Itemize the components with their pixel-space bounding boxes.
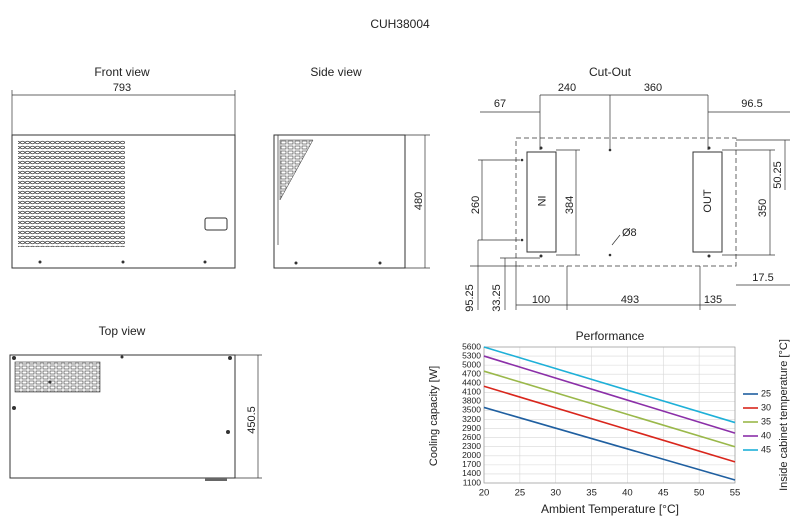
dimension: 96.5 — [741, 98, 762, 110]
y-tick-label: 4400 — [462, 378, 481, 388]
dimension: 240 — [558, 82, 576, 94]
top-view — [9, 354, 262, 481]
legend-label: 40 — [761, 430, 771, 440]
x-tick-label: 35 — [586, 488, 597, 499]
dimension: 67 — [494, 98, 506, 110]
series-line — [483, 370, 736, 448]
dimension: 384 — [564, 196, 576, 214]
series-line — [483, 385, 736, 463]
plot-frame — [483, 346, 736, 484]
dimension: 360 — [644, 82, 662, 94]
cutout-view — [470, 94, 790, 310]
legend-label: 25 — [761, 388, 771, 398]
chart-title: Performance — [576, 329, 645, 343]
x-tick-label: 45 — [658, 488, 669, 499]
view-label: Top view — [99, 324, 146, 338]
port-label: IN — [535, 196, 547, 207]
y-tick-label: 2900 — [462, 423, 481, 433]
y-tick-label: 1700 — [462, 459, 481, 469]
legend-label: 45 — [761, 444, 771, 454]
legend-label: 30 — [761, 402, 771, 412]
view-label: Side view — [310, 65, 362, 79]
sheet-title: CUH38004 — [370, 17, 430, 31]
x-tick-label: 30 — [550, 488, 561, 499]
series-line — [483, 355, 736, 434]
dimension: 95.25 — [464, 284, 476, 312]
side-view — [273, 134, 430, 269]
dimension: 793 — [113, 82, 131, 94]
y-tick-label: 3800 — [462, 396, 481, 406]
y-tick-label: 3200 — [462, 414, 481, 424]
dimension: 493 — [621, 294, 639, 306]
y-tick-label: 4100 — [462, 387, 481, 397]
dimension: 350 — [757, 199, 769, 217]
dimension: 33.25 — [491, 284, 503, 312]
y-tick-label: 2300 — [462, 441, 481, 451]
y-tick-label: 5000 — [462, 359, 481, 369]
y-tick-label: 3500 — [462, 405, 481, 415]
x-tick-label: 50 — [694, 488, 705, 499]
series-line — [483, 346, 736, 424]
front-view — [11, 90, 236, 269]
y-tick-label: 2000 — [462, 450, 481, 460]
dimension: 450.5 — [246, 406, 258, 434]
dimension: 50.25 — [772, 161, 784, 189]
x-axis-label: Ambient Temperature [°C] — [541, 502, 679, 516]
dimension: 480 — [413, 192, 425, 210]
performance-chart: Performance Ambient Temperature [°C] Coo… — [428, 329, 790, 516]
legend-label: 35 — [761, 416, 771, 426]
x-tick-label: 55 — [730, 488, 741, 499]
y-tick-label: 5300 — [462, 350, 481, 360]
view-label: Cut-Out — [589, 65, 632, 79]
x-tick-label: 25 — [515, 488, 526, 499]
dimension: 100 — [532, 294, 550, 306]
y-tick-label: 1100 — [463, 477, 482, 487]
y-axis-label: Cooling capacity [W] — [428, 366, 440, 466]
dimension: Ø8 — [622, 227, 637, 239]
port-label: OUT — [702, 189, 714, 213]
series-line — [483, 406, 736, 481]
dimension: 17.5 — [752, 272, 773, 284]
legend-title: Inside cabinet temperature [°C] — [778, 339, 790, 491]
x-tick-label: 40 — [622, 488, 633, 499]
x-tick-label: 20 — [479, 488, 490, 499]
dimension: 135 — [704, 294, 722, 306]
y-tick-label: 4700 — [462, 368, 481, 378]
view-label: Front view — [94, 65, 150, 79]
y-tick-label: 2600 — [462, 432, 481, 442]
dimension: 260 — [470, 196, 482, 214]
y-tick-label: 5600 — [462, 341, 481, 351]
y-tick-label: 1400 — [462, 468, 481, 478]
